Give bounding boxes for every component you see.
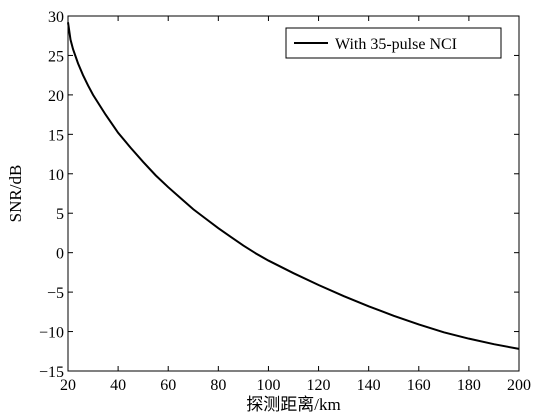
legend: With 35-pulse NCI xyxy=(285,27,502,59)
x-axis-label: 探测距离/km xyxy=(246,395,340,414)
y-tick-label: 5 xyxy=(56,206,64,223)
series-line-with-35-pulse-nci xyxy=(67,22,520,350)
y-tick-label: 25 xyxy=(48,48,64,65)
y-axis-label: SNR/dB xyxy=(6,165,25,223)
x-tick-label: 180 xyxy=(457,377,481,394)
y-tick-label: 20 xyxy=(48,88,64,105)
y-tick-label: −5 xyxy=(47,285,64,302)
legend-label-with-35-pulse-nci: With 35-pulse NCI xyxy=(335,36,457,53)
x-tick-label: 160 xyxy=(407,377,431,394)
y-tick-label: −15 xyxy=(39,364,64,381)
y-tick-label: −10 xyxy=(39,325,64,342)
x-tick-label: 140 xyxy=(357,377,381,394)
x-tick-label: 200 xyxy=(507,377,531,394)
x-tick-label: 120 xyxy=(307,377,331,394)
x-tick-label: 60 xyxy=(160,377,176,394)
y-tick-label: 15 xyxy=(48,127,64,144)
y-tick-label: 10 xyxy=(48,167,64,184)
y-tick-label: 30 xyxy=(48,9,64,26)
axis-ticks xyxy=(67,15,520,372)
axis-tick-labels: 20 40 60 80 100 120 140 160 180 200 −15 −10 −5 0 5 10 15… xyxy=(39,9,531,394)
x-tick-label: 80 xyxy=(210,377,226,394)
x-tick-label: 100 xyxy=(256,377,280,394)
y-tick-label: 0 xyxy=(56,246,64,263)
x-tick-label: 20 xyxy=(60,377,76,394)
plot-frame xyxy=(67,15,520,372)
x-tick-label: 40 xyxy=(110,377,126,394)
